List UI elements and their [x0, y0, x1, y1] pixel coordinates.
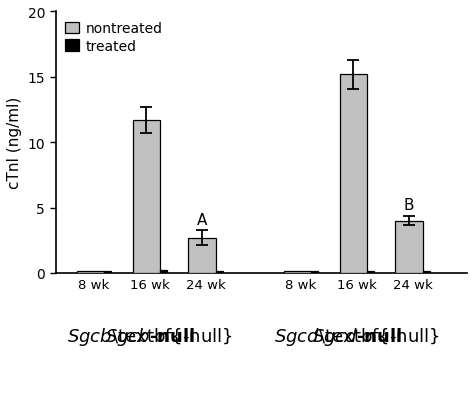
Text: $\it{Sgcd}$-null: $\it{Sgcd}$-null	[312, 326, 402, 347]
Legend: nontreated, treated: nontreated, treated	[63, 19, 166, 56]
Bar	[339, 75, 367, 273]
Text: A: A	[197, 212, 207, 227]
Bar	[77, 272, 104, 273]
Bar	[160, 271, 167, 273]
Bar	[395, 221, 423, 273]
Bar	[311, 272, 319, 273]
Text: $\it{Sgcd}$\textbf{-null}: $\it{Sgcd}$\textbf{-null}	[274, 326, 440, 347]
Y-axis label: cTnI (ng/ml): cTnI (ng/ml)	[7, 97, 22, 189]
Bar	[284, 272, 311, 273]
Text: B: B	[404, 198, 414, 213]
Bar	[423, 272, 430, 273]
Bar	[104, 272, 111, 273]
Bar	[216, 271, 223, 273]
Bar	[367, 272, 374, 273]
Text: $\it{Sgcb}$\textbf{-null}: $\it{Sgcb}$\textbf{-null}	[67, 326, 233, 347]
Text: $\it{Sgcb}$-null: $\it{Sgcb}$-null	[105, 326, 195, 347]
Bar	[133, 121, 160, 273]
Bar	[188, 238, 216, 273]
